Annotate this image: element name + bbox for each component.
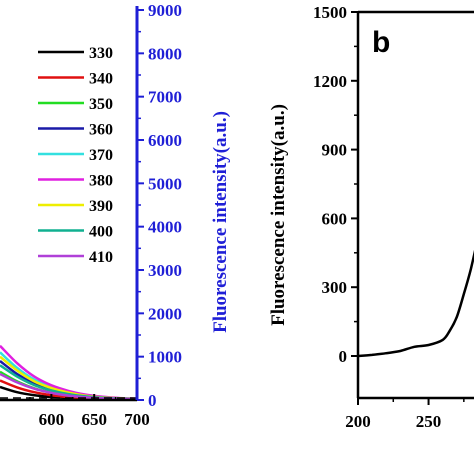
x-tick-label-600: 600 <box>39 410 65 429</box>
y-tick-label-1200: 1200 <box>313 72 347 91</box>
legend-label-370: 370 <box>89 147 113 164</box>
panel-a-series <box>0 344 138 401</box>
legend-label-360: 360 <box>89 122 113 139</box>
y-tick-label-600: 600 <box>322 209 348 228</box>
y-tick-label-300: 300 <box>322 278 348 297</box>
legend-label-410: 410 <box>89 249 113 266</box>
y-tick-label-1500: 1500 <box>313 3 347 22</box>
panel-a-axes: 600 650 7000 1000 2000 3000 4000 5000 6000 7000 80… <box>0 1 182 429</box>
right-y-tick-label-9000: 9000 <box>148 1 182 20</box>
right-y-tick-label-5000: 5000 <box>148 174 182 193</box>
legend-label-400: 400 <box>89 224 113 241</box>
legend-label-390: 390 <box>89 198 113 215</box>
legend-label-380: 380 <box>89 173 113 190</box>
chart-panel-a: 600 650 7000 1000 2000 3000 4000 5000 6000 7000 80… <box>0 1 231 429</box>
series-line-0 <box>357 249 474 358</box>
panel-b-axes: 0 300 600 900 1200 1500 200 250 <box>313 3 474 431</box>
panel-b-y-axis-title: Fluorescence intensity(a.u.) <box>268 104 289 326</box>
right-y-tick-label-7000: 7000 <box>148 88 182 107</box>
x-tick-label-700: 700 <box>124 410 150 429</box>
panel-a-legend: 330 340 350 360 370 380 390 400 410 <box>38 45 113 266</box>
x-tick-label-200: 200 <box>345 412 371 431</box>
panel-b-label: b <box>372 26 390 59</box>
y-tick-label-0: 0 <box>339 347 348 366</box>
chart-panel-b: 0 300 600 900 1200 1500 200 250 Fluorescence in… <box>268 3 474 431</box>
right-y-tick-label-1000: 1000 <box>148 348 182 367</box>
panel-a-y-axis-title: Fluorescence intensity(a.u.) <box>210 111 231 333</box>
right-y-tick-label-0: 0 <box>148 391 157 410</box>
legend-label-330: 330 <box>89 45 113 62</box>
legend-label-350: 350 <box>89 96 113 113</box>
y-tick-label-900: 900 <box>322 141 348 160</box>
right-y-tick-label-2000: 2000 <box>148 304 182 323</box>
x-tick-label-250: 250 <box>416 412 442 431</box>
panel-b-series <box>357 249 474 358</box>
right-y-tick-label-8000: 8000 <box>148 44 182 63</box>
legend-label-340: 340 <box>89 71 113 88</box>
right-y-tick-label-6000: 6000 <box>148 131 182 150</box>
right-y-tick-label-4000: 4000 <box>148 218 182 237</box>
x-tick-label-650: 650 <box>81 410 107 429</box>
right-y-tick-label-3000: 3000 <box>148 261 182 280</box>
